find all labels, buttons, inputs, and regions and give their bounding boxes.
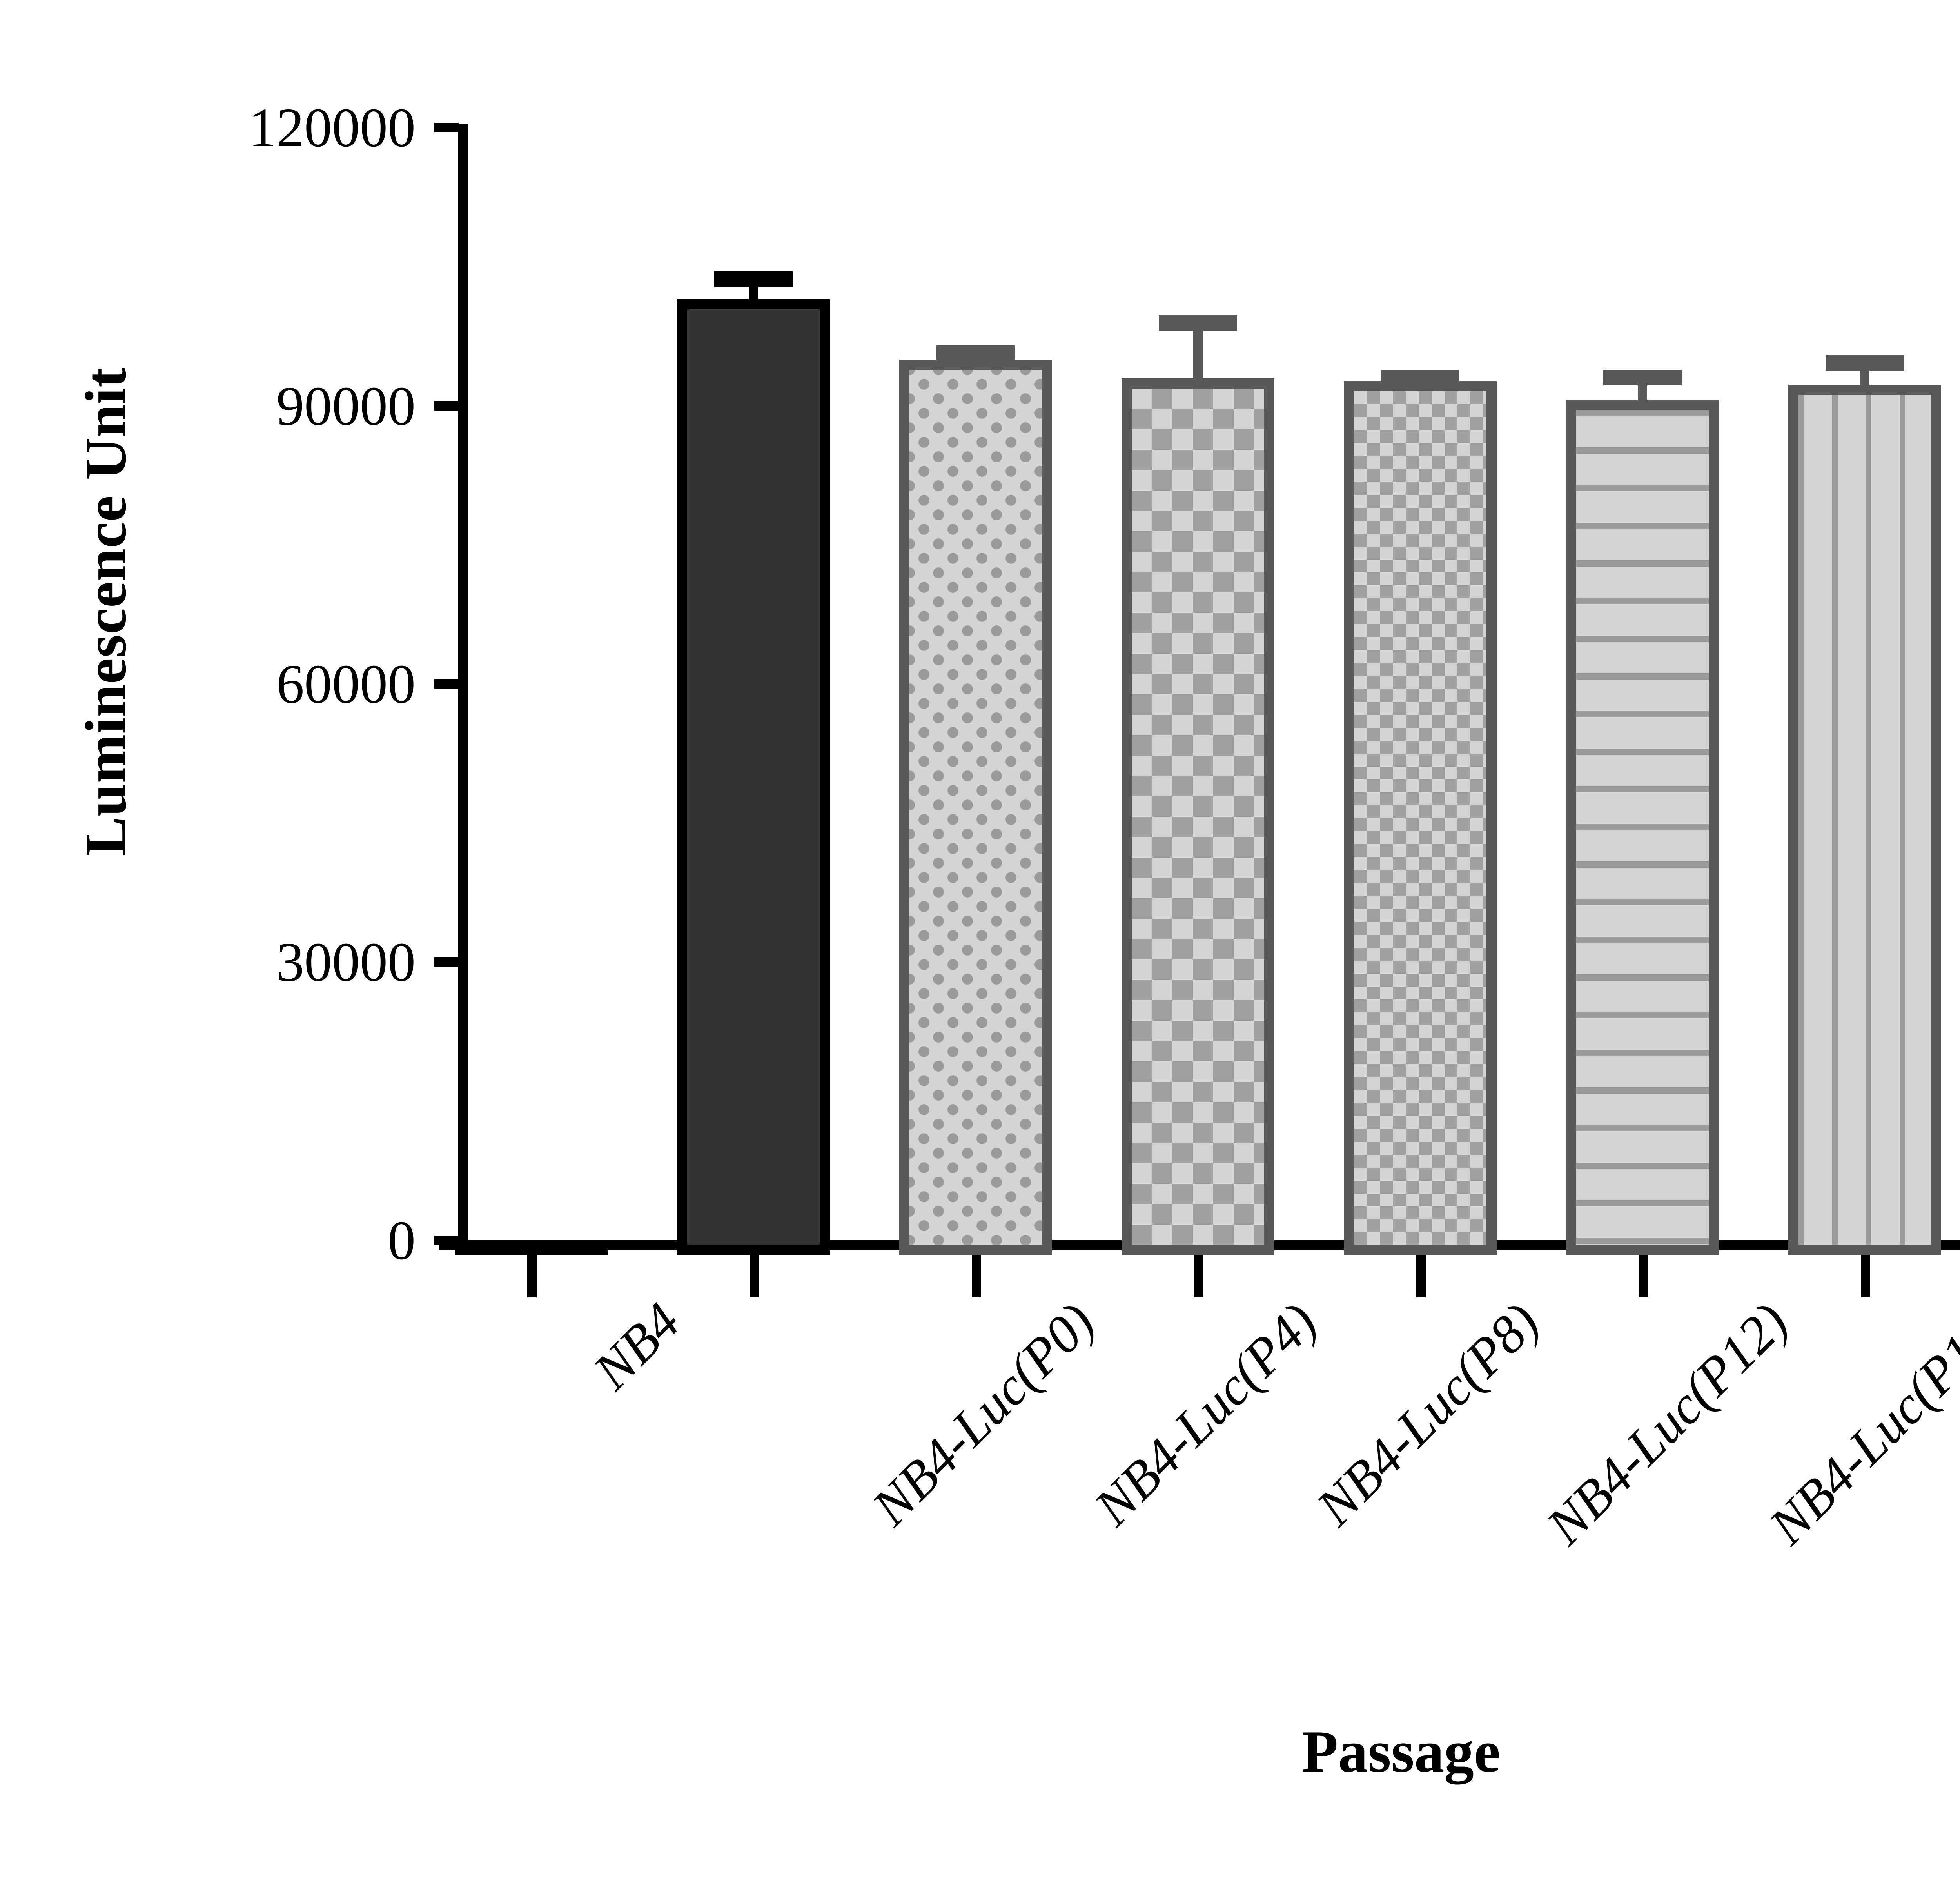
x-tick-label: NB4-Luc(P0) <box>861 1292 1106 1537</box>
y-tick-label: 90000 <box>276 375 416 437</box>
error-bar <box>899 345 1052 361</box>
bar-nb4-luc-p20[interactable] <box>1788 385 1941 1255</box>
bar-group[interactable] <box>1122 15 1274 1255</box>
plot-area <box>455 15 1941 1255</box>
error-bar <box>1344 370 1497 386</box>
bar-group[interactable] <box>677 15 830 1255</box>
x-axis-tick <box>1639 1250 1648 1297</box>
y-axis-tick <box>434 1236 459 1245</box>
x-axis-tick <box>1861 1250 1870 1297</box>
bar-nb4-luc-p0[interactable] <box>677 299 830 1255</box>
x-axis-tick-labels: NB4 NB4-Luc(P0) NB4-Luc(P4) NB4-Luc(P8) … <box>0 1292 1960 1725</box>
x-axis-title: Passage <box>1301 1719 1501 1784</box>
bar-nb4-luc-p16[interactable] <box>1566 400 1719 1255</box>
y-axis-tick <box>434 401 459 411</box>
x-axis-tick <box>527 1250 537 1297</box>
x-tick-label: NB4-Luc(P8) <box>1305 1292 1550 1537</box>
bar-group[interactable] <box>1788 15 1941 1255</box>
x-axis-tick <box>1416 1250 1426 1297</box>
x-tick-label: NB4 <box>582 1292 691 1401</box>
y-tick-label: 0 <box>388 1209 416 1271</box>
x-tick-label: NB4-Luc(P4) <box>1083 1292 1328 1537</box>
bar-nb4-luc-p4[interactable] <box>899 360 1052 1255</box>
bar-group[interactable] <box>899 15 1052 1255</box>
x-axis-tick <box>1194 1250 1203 1297</box>
y-tick-label: 60000 <box>276 653 416 715</box>
x-axis-tick <box>972 1250 981 1297</box>
y-axis-tick <box>434 123 459 132</box>
bar-group[interactable] <box>455 15 608 1255</box>
bar-nb4-luc-p8[interactable] <box>1122 378 1274 1255</box>
bar-nb4[interactable] <box>455 1245 608 1255</box>
bar-nb4-luc-p12[interactable] <box>1344 381 1497 1255</box>
y-axis-line <box>458 124 468 1249</box>
error-bar <box>1566 370 1719 400</box>
y-tick-label: 30000 <box>276 931 416 993</box>
y-axis-tick-labels: 0 30000 60000 90000 120000 <box>0 0 439 1333</box>
x-axis-tick <box>750 1250 759 1297</box>
y-axis-tick <box>434 957 459 967</box>
bar-group[interactable] <box>1566 15 1719 1255</box>
error-bar <box>1788 355 1941 385</box>
y-tick-label: 120000 <box>249 96 416 158</box>
y-axis-tick <box>434 679 459 689</box>
bar-group[interactable] <box>1344 15 1497 1255</box>
error-bar <box>677 271 830 299</box>
error-bar <box>1122 315 1274 378</box>
